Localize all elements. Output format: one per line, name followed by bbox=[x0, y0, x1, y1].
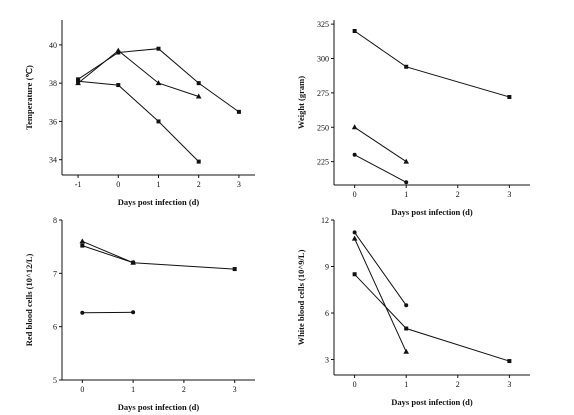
data-point-triangle bbox=[79, 238, 86, 244]
y-tick-label: 40 bbox=[49, 41, 57, 50]
y-tick-label: 5 bbox=[53, 376, 57, 385]
y-axis-title: Red blood cells (10^12/L) bbox=[24, 254, 34, 347]
data-point-square bbox=[507, 95, 512, 99]
series-line bbox=[78, 80, 200, 162]
series-line bbox=[82, 240, 134, 264]
y-tick-label: 300 bbox=[317, 55, 329, 64]
data-point-circle bbox=[80, 310, 85, 315]
chart-panel-2: 0 1 2 3 225 250 275 300 325 Days post infection (… bbox=[296, 20, 530, 217]
data-point-square bbox=[196, 81, 201, 86]
x-tick-label: 2 bbox=[182, 385, 186, 394]
x-tick-label: 0 bbox=[353, 190, 357, 199]
chart-panel-1: -1 0 1 2 3 34 36 38 40 Days post infection (d) Tem… bbox=[24, 20, 255, 207]
data-point-square bbox=[76, 77, 81, 82]
y-tick-label: 9 bbox=[325, 263, 329, 272]
series-line bbox=[354, 238, 407, 353]
x-tick-label: -1 bbox=[75, 180, 82, 189]
y-tick-label: 275 bbox=[317, 89, 329, 98]
data-point-triangle bbox=[351, 124, 358, 130]
data-point-triangle bbox=[403, 158, 410, 164]
y-tick-label: 8 bbox=[53, 216, 57, 225]
data-point-square bbox=[116, 83, 121, 88]
y-tick-label: 38 bbox=[49, 79, 57, 88]
data-point-triangle bbox=[155, 80, 162, 86]
data-point-square bbox=[156, 119, 161, 124]
series-line bbox=[77, 49, 199, 97]
y-axis-title: White blood cells (10^9/L) bbox=[296, 249, 306, 345]
x-tick-label: 1 bbox=[404, 380, 408, 389]
data-point-triangle bbox=[115, 47, 122, 53]
data-point-square bbox=[352, 272, 357, 277]
data-point-square bbox=[232, 267, 237, 272]
data-point-circle bbox=[352, 230, 357, 235]
x-tick-label: 3 bbox=[233, 385, 237, 394]
data-point-circle bbox=[131, 310, 136, 315]
data-point-square bbox=[236, 109, 241, 114]
x-tick-label: 0 bbox=[116, 180, 120, 189]
data-point-triangle bbox=[75, 80, 81, 86]
x-tick-label: 2 bbox=[456, 190, 460, 199]
data-point-triangle bbox=[351, 235, 358, 241]
x-tick-label: 0 bbox=[353, 380, 357, 389]
data-point-square bbox=[404, 326, 409, 331]
series-line bbox=[354, 126, 407, 163]
data-point-triangle bbox=[403, 348, 410, 354]
data-point-square bbox=[352, 29, 357, 33]
data-point-circle bbox=[404, 180, 409, 185]
x-tick-label: 3 bbox=[507, 380, 511, 389]
x-tick-label: 3 bbox=[507, 190, 511, 199]
y-tick-label: 225 bbox=[317, 158, 329, 167]
y-axis-title: Temperature (℃) bbox=[24, 65, 34, 130]
data-point-triangle bbox=[195, 93, 202, 99]
y-tick-label: 325 bbox=[317, 20, 329, 29]
x-tick-label: 3 bbox=[237, 180, 241, 189]
data-point-square bbox=[507, 359, 512, 364]
series-line bbox=[354, 30, 510, 98]
series-line bbox=[354, 232, 407, 306]
data-point-circle bbox=[404, 303, 409, 308]
data-point-square bbox=[80, 243, 85, 248]
x-tick-label: 0 bbox=[80, 385, 84, 394]
series-line bbox=[354, 154, 407, 183]
series-line bbox=[354, 273, 510, 362]
y-tick-label: 36 bbox=[49, 117, 57, 126]
data-point-square bbox=[131, 260, 136, 265]
data-point-square bbox=[156, 46, 161, 51]
chart-panel-3: 0 1 2 3 5 6 7 8 Days post infection (d) Red blood… bbox=[24, 216, 255, 412]
data-point-square bbox=[196, 159, 201, 164]
x-tick-label: 2 bbox=[197, 180, 201, 189]
y-tick-label: 12 bbox=[321, 216, 329, 225]
data-point-circle bbox=[352, 152, 357, 157]
y-tick-label: 6 bbox=[53, 323, 57, 332]
x-axis-title: Days post infection (d) bbox=[118, 197, 200, 207]
x-tick-label: 1 bbox=[404, 190, 408, 199]
y-tick-label: 250 bbox=[317, 123, 329, 132]
y-tick-label: 3 bbox=[325, 356, 329, 365]
y-tick-label: 6 bbox=[325, 309, 329, 318]
y-tick-label: 7 bbox=[53, 269, 57, 278]
x-tick-label: 2 bbox=[456, 380, 460, 389]
x-axis-title: Days post infection (d) bbox=[391, 397, 473, 407]
x-tick-label: 1 bbox=[131, 385, 135, 394]
x-axis-title: Days post infection (d) bbox=[118, 402, 200, 412]
series-line bbox=[82, 311, 134, 314]
series-line bbox=[82, 245, 235, 270]
x-tick-label: 1 bbox=[157, 180, 161, 189]
data-point-square bbox=[404, 64, 409, 69]
y-tick-label: 34 bbox=[49, 156, 57, 165]
x-axis-title: Days post infection (d) bbox=[391, 207, 473, 217]
y-axis-title: Weight (gram) bbox=[296, 76, 306, 129]
